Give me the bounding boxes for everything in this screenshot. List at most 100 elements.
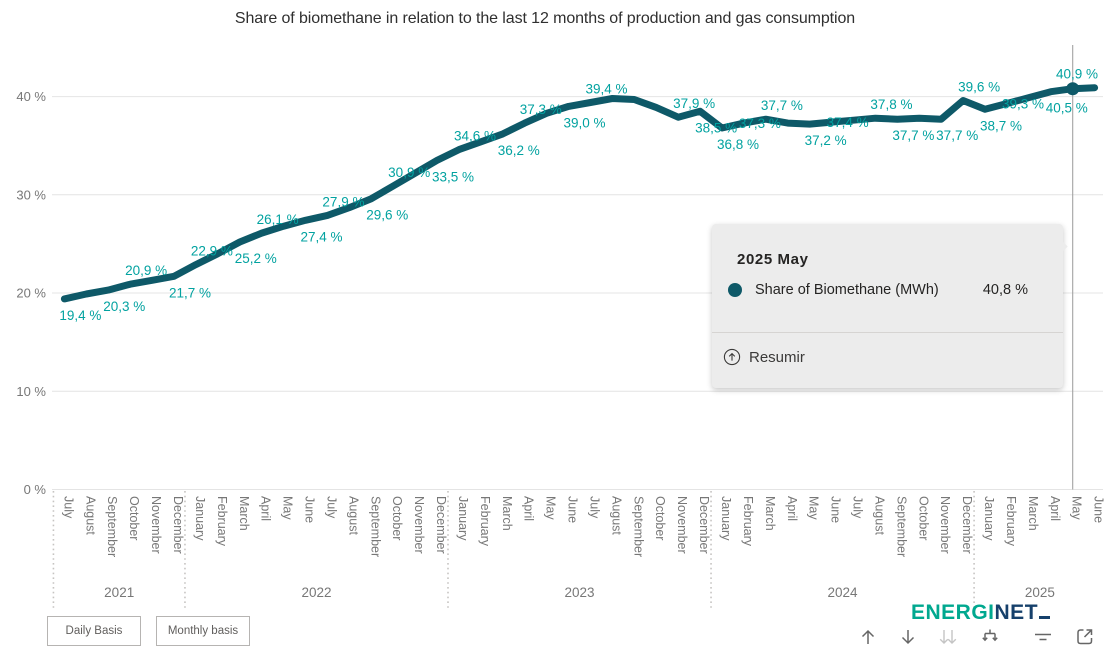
data-label: 37,7 % [936, 128, 978, 143]
y-tick-label: 20 % [16, 286, 46, 301]
month-label: April [785, 496, 799, 521]
month-label: August [609, 496, 623, 535]
data-labels: 19,4 %20,3 % 20,9 %21,7 % 22,9 % 25,2 % 26,1… [59, 67, 1098, 323]
series-color-dot [728, 283, 742, 297]
month-label: April [522, 496, 536, 521]
tooltip: 2025 May Share of Biomethane (MWh) 40,8 … [712, 224, 1068, 388]
data-label: 40,9 % [1056, 67, 1098, 82]
month-label: July [324, 496, 338, 519]
month-label: March [763, 496, 777, 531]
month-label: September [894, 496, 908, 557]
month-label: February [741, 496, 755, 547]
month-label: April [1048, 496, 1062, 521]
month-label: December [960, 496, 974, 554]
data-label: 34,6 % [454, 129, 496, 144]
tooltip-title: 2025 May [737, 251, 809, 268]
data-label: 37,4 % [827, 115, 869, 130]
year-label: 2022 [301, 585, 331, 600]
data-label: 37,2 % [805, 133, 847, 148]
focus-mode-icon[interactable] [1074, 626, 1096, 648]
data-label: 27,4 % [301, 229, 343, 244]
data-label: 20,9 % [125, 263, 167, 278]
month-label: October [127, 496, 141, 540]
month-label: November [938, 496, 952, 554]
data-label: 37,8 % [870, 97, 912, 112]
selected-point-marker [1066, 82, 1080, 96]
month-label: October [653, 496, 667, 540]
data-label: 39,4 % [585, 81, 627, 96]
month-label: March [500, 496, 514, 531]
data-label: 37,7 % [761, 98, 803, 113]
data-label: 37,3 % [520, 102, 562, 117]
month-label: October [916, 496, 930, 540]
data-label: 39,6 % [958, 80, 1000, 95]
series-line [60, 84, 1099, 303]
y-tick-label: 0 % [24, 482, 47, 497]
tooltip-divider [712, 332, 1063, 333]
year-separators [52, 491, 975, 609]
daily-basis-button[interactable]: Daily Basis [47, 616, 141, 646]
tooltip-action-label: Resumir [749, 348, 805, 366]
show-next-level-icon[interactable] [937, 626, 959, 648]
month-label: January [456, 496, 470, 541]
drill-up-icon[interactable] [857, 626, 879, 648]
data-label: 22,9 % [191, 244, 233, 259]
month-label: February [478, 496, 492, 547]
month-label: June [1092, 496, 1106, 523]
logo-underscore [1039, 616, 1051, 619]
month-label: June [566, 496, 580, 523]
month-label: July [851, 496, 865, 519]
y-tick-label: 40 % [16, 89, 46, 104]
month-label: June [829, 496, 843, 523]
month-label: November [149, 496, 163, 554]
month-label: January [193, 496, 207, 541]
data-label: 37,3 % [739, 116, 781, 131]
data-label: 20,3 % [103, 299, 145, 314]
month-label: January [982, 496, 996, 541]
data-label: 29,6 % [366, 208, 408, 223]
data-label: 37,7 % [892, 128, 934, 143]
month-label: May [1070, 496, 1084, 520]
year-label: 2023 [564, 585, 594, 600]
chart-title: Share of biomethane in relation to the l… [234, 10, 856, 27]
month-label: February [1004, 496, 1018, 547]
data-label: 26,1 % [257, 212, 299, 227]
y-axis-labels: 0 % 10 % 20 % 30 % 40 % [16, 89, 46, 497]
month-label: September [368, 496, 382, 557]
data-label: 38,5 % [695, 120, 737, 135]
energinet-logo: ENERGINET [911, 601, 1051, 625]
month-label: November [675, 496, 689, 554]
monthly-basis-button[interactable]: Monthly basis [156, 616, 250, 646]
drill-down-icon[interactable] [897, 626, 919, 648]
month-label: December [697, 496, 711, 554]
month-label: December [434, 496, 448, 554]
data-label: 19,4 % [59, 308, 101, 323]
month-label: December [171, 496, 185, 554]
year-label: 2024 [828, 585, 859, 600]
tooltip-action-resumir[interactable]: Resumir [723, 348, 805, 366]
year-label: 2021 [104, 585, 134, 600]
data-label: 33,5 % [432, 169, 474, 184]
y-tick-label: 30 % [16, 187, 46, 202]
logo-part-navy: NET [994, 601, 1039, 624]
month-label: October [390, 496, 404, 540]
x-month-labels: July August September October November Decemb… [61, 496, 1105, 557]
data-label: 37,9 % [673, 96, 715, 111]
year-labels: 2021 2022 2023 2024 2025 [104, 585, 1055, 600]
month-label: May [281, 496, 295, 520]
y-tick-label: 10 % [16, 384, 46, 399]
month-label: March [1026, 496, 1040, 531]
month-label: November [412, 496, 426, 554]
expand-all-down-icon[interactable] [979, 626, 1001, 648]
month-label: August [346, 496, 360, 535]
month-label: March [237, 496, 251, 531]
data-label: 40,5 % [1046, 101, 1088, 116]
month-label: September [105, 496, 119, 557]
month-label: May [807, 496, 821, 520]
tooltip-value: 40,8 % [982, 282, 1028, 298]
data-label: 36,8 % [717, 137, 759, 152]
filter-icon[interactable] [1032, 626, 1054, 648]
data-label: 25,2 % [235, 251, 277, 266]
